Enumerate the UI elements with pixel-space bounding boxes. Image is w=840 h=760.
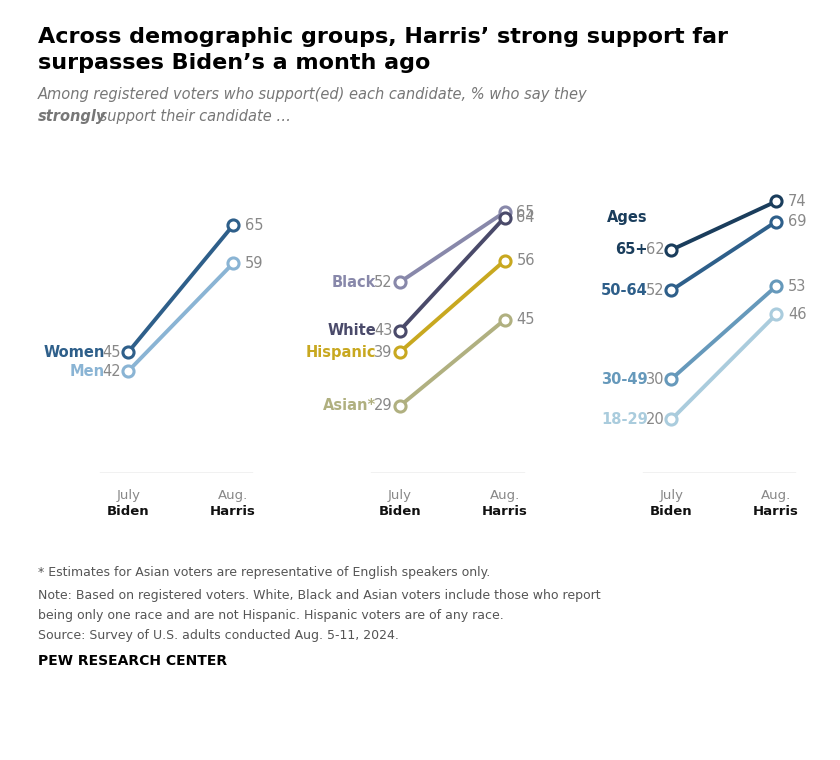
Text: 65: 65 <box>245 218 264 233</box>
Text: 62: 62 <box>646 242 664 258</box>
Text: 59: 59 <box>245 256 264 271</box>
Text: July: July <box>388 489 412 502</box>
Text: 29: 29 <box>374 398 393 413</box>
Text: support their candidate …: support their candidate … <box>95 109 291 124</box>
Text: Harris: Harris <box>753 505 799 518</box>
Text: 56: 56 <box>517 253 535 268</box>
Text: Asian*: Asian* <box>323 398 376 413</box>
Text: strongly: strongly <box>38 109 106 124</box>
Text: Hispanic: Hispanic <box>306 344 376 359</box>
Text: 69: 69 <box>788 214 806 229</box>
Text: Women: Women <box>43 344 104 359</box>
Text: 18-29: 18-29 <box>601 412 648 427</box>
Text: Aug.: Aug. <box>761 489 791 502</box>
Text: * Estimates for Asian voters are representative of English speakers only.: * Estimates for Asian voters are represe… <box>38 566 490 579</box>
Text: PEW RESEARCH CENTER: PEW RESEARCH CENTER <box>38 654 227 667</box>
Text: Black: Black <box>332 274 376 290</box>
Text: Ages: Ages <box>607 210 648 225</box>
Text: 45: 45 <box>517 312 535 328</box>
Text: July: July <box>116 489 140 502</box>
Text: 30-49: 30-49 <box>601 372 648 387</box>
Text: 46: 46 <box>788 307 806 322</box>
Text: Biden: Biden <box>650 505 693 518</box>
Text: 42: 42 <box>102 363 121 378</box>
Text: Harris: Harris <box>210 505 256 518</box>
Text: Aug.: Aug. <box>490 489 520 502</box>
Text: being only one race and are not Hispanic. Hispanic voters are of any race.: being only one race and are not Hispanic… <box>38 609 503 622</box>
Text: 50-64: 50-64 <box>601 283 648 298</box>
Text: Across demographic groups, Harris’ strong support far: Across demographic groups, Harris’ stron… <box>38 27 727 46</box>
Text: surpasses Biden’s a month ago: surpasses Biden’s a month ago <box>38 53 430 73</box>
Text: 30: 30 <box>646 372 664 387</box>
Text: Note: Based on registered voters. White, Black and Asian voters include those wh: Note: Based on registered voters. White,… <box>38 589 601 602</box>
Text: 74: 74 <box>788 194 806 209</box>
Text: Biden: Biden <box>107 505 150 518</box>
Text: Biden: Biden <box>379 505 421 518</box>
Text: Men: Men <box>70 363 104 378</box>
Text: 52: 52 <box>374 274 393 290</box>
Text: 52: 52 <box>646 283 664 298</box>
Text: Source: Survey of U.S. adults conducted Aug. 5-11, 2024.: Source: Survey of U.S. adults conducted … <box>38 629 399 642</box>
Text: July: July <box>659 489 684 502</box>
Text: 53: 53 <box>788 279 806 293</box>
Text: 20: 20 <box>646 412 664 427</box>
Text: White: White <box>328 323 376 338</box>
Text: 65: 65 <box>517 204 535 220</box>
Text: Harris: Harris <box>481 505 528 518</box>
Text: Among registered voters who support(ed) each candidate, % who say they: Among registered voters who support(ed) … <box>38 87 587 103</box>
Text: 65+: 65+ <box>615 242 648 258</box>
Text: 39: 39 <box>375 344 393 359</box>
Text: 64: 64 <box>517 210 535 225</box>
Text: 45: 45 <box>102 344 121 359</box>
Text: Aug.: Aug. <box>218 489 248 502</box>
Text: 43: 43 <box>375 323 393 338</box>
